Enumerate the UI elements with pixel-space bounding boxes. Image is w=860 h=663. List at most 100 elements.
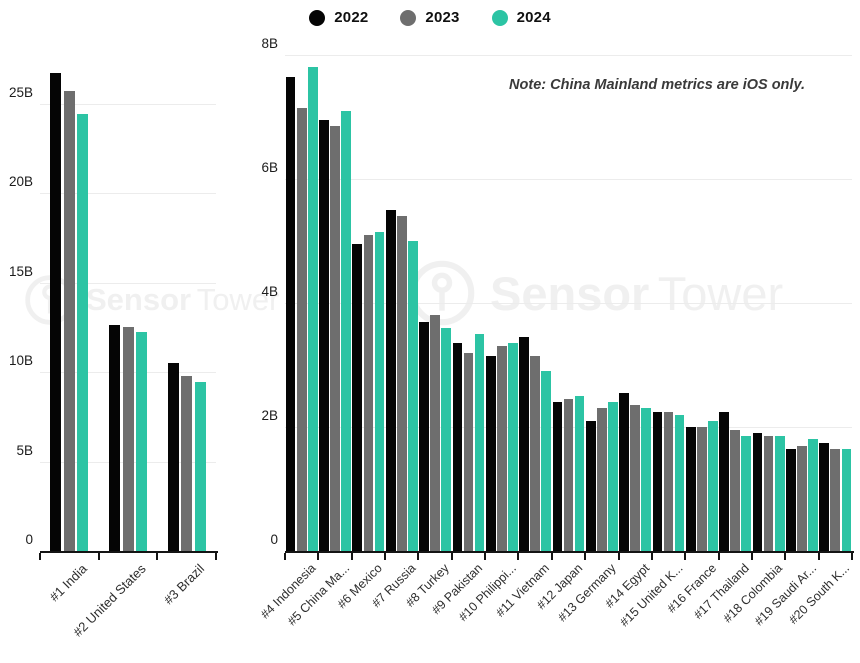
x-axis-tick [517, 553, 520, 560]
bar-2022-17-thailand [719, 411, 730, 551]
bar-2022-4-indonesia [285, 76, 296, 551]
bar-2024-3-brazil [194, 381, 206, 551]
bar-2024-10-philippi [507, 343, 518, 551]
watermark-word-sensor: Sensor [86, 282, 192, 317]
x-axis-tick [156, 553, 159, 560]
bar-2022-20-south-k [819, 442, 830, 551]
y-axis-label: 8B [261, 36, 278, 51]
bar-2023-8-turkey [430, 315, 440, 551]
bar-2023-11-vietnam [530, 355, 540, 551]
x-axis-tick [851, 553, 853, 560]
bar-2024-17-thailand [741, 436, 752, 551]
bar-2022-8-turkey [419, 321, 429, 551]
bar-2023-12-japan [563, 399, 574, 551]
y-axis-label: 15B [8, 263, 33, 279]
bar-2022-1-india [50, 73, 62, 551]
bar-2024-13-germany [608, 402, 618, 551]
x-axis-tick [717, 553, 720, 560]
bar-2022-16-france [686, 427, 696, 551]
bar-2024-12-japan [574, 396, 585, 551]
legend-label-2024: 2024 [516, 9, 551, 26]
x-axis-tick [450, 553, 453, 560]
sensor-tower-watermark: Sensor Tower [408, 259, 783, 327]
bar-2022-5-china-ma [319, 120, 329, 551]
bar-2022-19-saudi-ar [786, 448, 796, 551]
y-gridline [40, 103, 216, 105]
x-axis-tick [97, 553, 100, 560]
y-axis-label: 2B [261, 408, 278, 423]
bar-2022-7-russia [385, 210, 396, 551]
bar-2024-11-vietnam [541, 371, 552, 551]
bar-2023-18-colombia [763, 436, 774, 551]
x-axis-tick [817, 553, 820, 560]
bar-2023-5-china-ma [330, 126, 340, 551]
x-axis-tick [384, 553, 387, 560]
bar-2024-9-pakistan [474, 334, 485, 551]
bar-2023-2-united-states [122, 327, 134, 551]
bar-2022-14-egypt [619, 392, 629, 551]
x-axis-tick [650, 553, 653, 560]
bar-2023-9-pakistan [463, 352, 474, 551]
bar-2022-18-colombia [752, 433, 763, 551]
bar-2023-14-egypt [630, 405, 641, 551]
bar-2022-12-japan [552, 402, 563, 551]
x-axis-tick [284, 553, 286, 560]
bar-2022-9-pakistan [452, 343, 463, 551]
y-axis-label: 6B [261, 160, 278, 175]
bar-2023-7-russia [396, 216, 407, 551]
legend-item-2023: 2023 [400, 9, 459, 26]
bar-2023-3-brazil [181, 375, 193, 551]
bar-2023-20-south-k [830, 448, 841, 551]
bar-2022-15-united-k [652, 411, 663, 551]
bar-2023-6-mexico [363, 234, 374, 551]
x-axis-line [285, 551, 854, 553]
x-axis-tick [784, 553, 787, 560]
legend-swatch-2023-icon [400, 9, 417, 26]
y-axis-label: 20B [8, 174, 33, 189]
bar-2022-10-philippi [485, 355, 496, 551]
legend-swatch-2024-icon [491, 9, 508, 26]
bar-2024-8-turkey [441, 327, 451, 551]
bar-2022-13-germany [585, 420, 596, 551]
bar-2023-10-philippi [496, 346, 507, 551]
x-axis-tick [684, 553, 687, 560]
watermark-word-tower: Tower [657, 266, 784, 320]
x-axis-tick [350, 553, 353, 560]
bar-2024-5-china-ma [341, 110, 351, 551]
bar-2024-19-saudi-ar [808, 439, 818, 551]
bar-2022-11-vietnam [519, 337, 529, 551]
x-axis-tick [584, 553, 587, 560]
legend-item-2022: 2022 [309, 9, 368, 26]
bar-2023-17-thailand [730, 430, 741, 551]
x-axis-tick [215, 553, 217, 560]
y-axis-label: 5B [16, 442, 33, 458]
y-gridline [40, 282, 216, 284]
watermark-word-tower: Tower [196, 282, 280, 317]
x-axis-tick [617, 553, 620, 560]
bar-2023-4-indonesia [296, 107, 307, 551]
bar-2023-1-india [63, 90, 75, 551]
bar-2024-16-france [708, 420, 718, 551]
y-axis-label: 25B [8, 84, 33, 100]
x-axis-tick [417, 553, 420, 560]
bar-2022-3-brazil [167, 363, 179, 551]
x-axis-line [40, 551, 218, 553]
sensor-tower-watermark: Sensor Tower [24, 274, 279, 326]
legend-swatch-2022-icon [309, 9, 326, 26]
y-gridline [40, 193, 216, 194]
legend-label-2023: 2023 [425, 9, 460, 26]
y-gridline [285, 303, 852, 304]
y-gridline [285, 55, 852, 56]
bar-2024-14-egypt [641, 408, 652, 551]
bar-2024-18-colombia [774, 436, 785, 551]
bar-2024-20-south-k [841, 448, 852, 551]
y-axis-label: 10B [8, 353, 33, 368]
watermark-word-sensor: Sensor [490, 266, 650, 320]
bar-2022-2-united-states [109, 325, 120, 551]
legend-label-2022: 2022 [334, 9, 369, 26]
x-axis-tick [39, 553, 41, 560]
bar-2024-2-united-states [136, 331, 147, 551]
